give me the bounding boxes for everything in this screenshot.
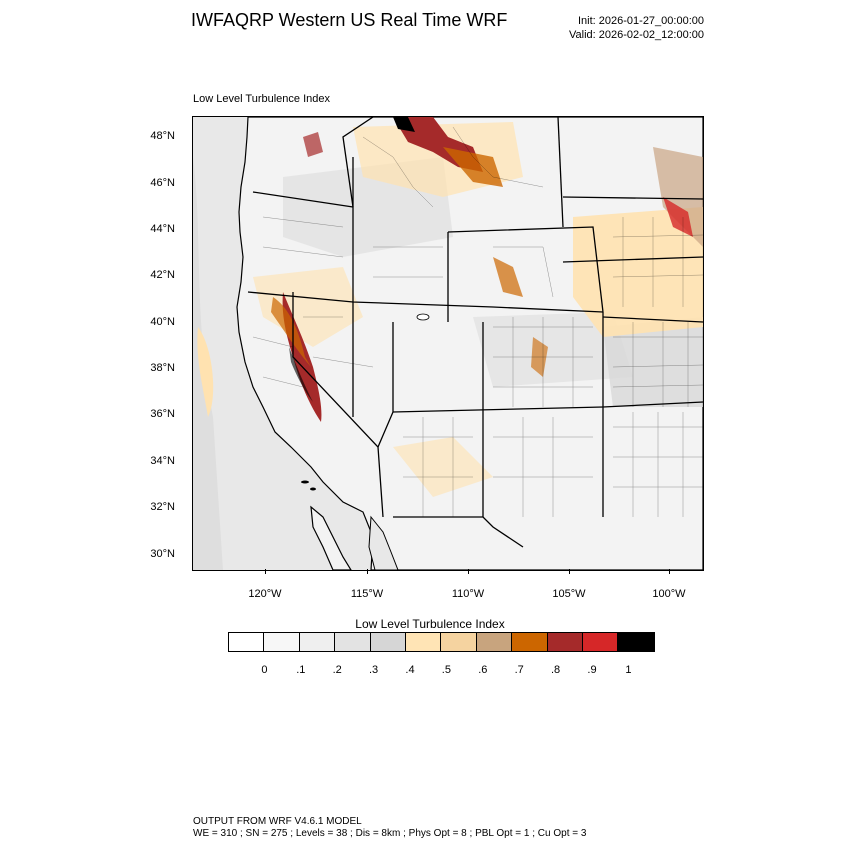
offshore-turbulence-patch: [197, 327, 214, 417]
colorbar-swatch: [582, 633, 619, 651]
colorbar-swatch: [547, 633, 583, 651]
county-boundaries: [252, 126, 703, 517]
lon-tick-label: 120°W: [248, 588, 282, 600]
lon-tick-label: 110°W: [451, 588, 485, 600]
southwest-turbulence: [393, 437, 493, 497]
lat-tick-label: 38°N: [150, 362, 175, 374]
lat-tick-label: 36°N: [150, 408, 175, 420]
colorbar-label: 0: [261, 664, 268, 676]
plains-turbulence: [573, 207, 703, 337]
lat-tick-label: 40°N: [150, 316, 175, 328]
lon-tick-label: 105°W: [552, 588, 586, 600]
great-salt-lake: [416, 313, 430, 321]
lat-tick-label: 46°N: [150, 177, 175, 189]
footer-model-line: OUTPUT FROM WRF V4.6.1 MODEL: [193, 816, 362, 827]
run-time-info: Init: 2026-01-27_00:00:00 Valid: 2026-02…: [569, 14, 704, 42]
baja-peninsula: [310, 505, 352, 570]
colorbar-swatch: [264, 633, 300, 651]
montana-peak: [393, 117, 415, 132]
colorbar-label: .9: [587, 664, 597, 676]
colorbar-label: .1: [296, 664, 306, 676]
ocean-shade: [193, 157, 223, 570]
colorbar-swatch: [299, 633, 336, 651]
lon-tick-label: 100°W: [652, 588, 686, 600]
lat-tick-label: 30°N: [150, 548, 175, 560]
lat-tick-label: 34°N: [150, 455, 175, 467]
model-footer: OUTPUT FROM WRF V4.6.1 MODEL WE = 310 ; …: [193, 816, 586, 840]
map-panel: [192, 116, 704, 571]
lon-tick-mark: [367, 569, 368, 574]
colorbar-label: .8: [551, 664, 561, 676]
grey-band: [603, 317, 703, 407]
lon-tick-mark: [468, 569, 469, 574]
colorbar: [228, 632, 655, 652]
lat-tick-label: 48°N: [150, 130, 175, 142]
colorbar-label: .3: [369, 664, 379, 676]
plot-title: IWFAQRP Western US Real Time WRF: [191, 10, 508, 30]
colorbar-swatch: [229, 633, 265, 651]
colorbar-swatch: [476, 633, 513, 651]
gulf-of-california: [368, 515, 399, 570]
lat-tick-label: 42°N: [150, 269, 175, 281]
colorbar-label: .2: [332, 664, 342, 676]
init-time: Init: 2026-01-27_00:00:00: [578, 15, 704, 27]
dakota-red: [663, 197, 693, 237]
lon-tick-label: 115°W: [350, 588, 384, 600]
colorbar-label: 1: [625, 664, 632, 676]
colorbar-title: Low Level Turbulence Index: [355, 617, 505, 631]
map-canvas: [193, 117, 703, 570]
lat-tick-label: 44°N: [150, 223, 175, 235]
colorbar-swatch: [370, 633, 406, 651]
colorbar-swatch: [441, 633, 477, 651]
cascade-red: [303, 132, 323, 157]
dakota-turbulence: [653, 147, 703, 247]
colorbar-swatch: [405, 633, 442, 651]
rockies-orange: [493, 257, 523, 297]
field-label: Low Level Turbulence Index: [193, 93, 330, 105]
montana-orange: [443, 147, 503, 187]
lon-tick-mark: [569, 569, 570, 574]
colorbar-label: .6: [478, 664, 488, 676]
sierra-orange: [271, 297, 311, 367]
colorbar-swatch: [618, 633, 654, 651]
footer-params-line: WE = 310 ; SN = 275 ; Levels = 38 ; Dis …: [193, 828, 587, 839]
colorbar-swatch: [335, 633, 371, 651]
colorbar-label: .5: [441, 664, 451, 676]
lon-tick-mark: [265, 569, 266, 574]
lat-tick-label: 32°N: [150, 501, 175, 513]
great-basin-turbulence: [253, 267, 363, 347]
colorbar-label: .4: [405, 664, 415, 676]
colorbar-swatch: [512, 633, 548, 651]
state-boundaries: [247, 117, 703, 548]
channel-island: [301, 480, 309, 484]
lon-tick-mark: [669, 569, 670, 574]
channel-island: [310, 487, 316, 491]
valid-time: Valid: 2026-02-02_12:00:00: [569, 29, 704, 41]
colorbar-label: .7: [514, 664, 524, 676]
